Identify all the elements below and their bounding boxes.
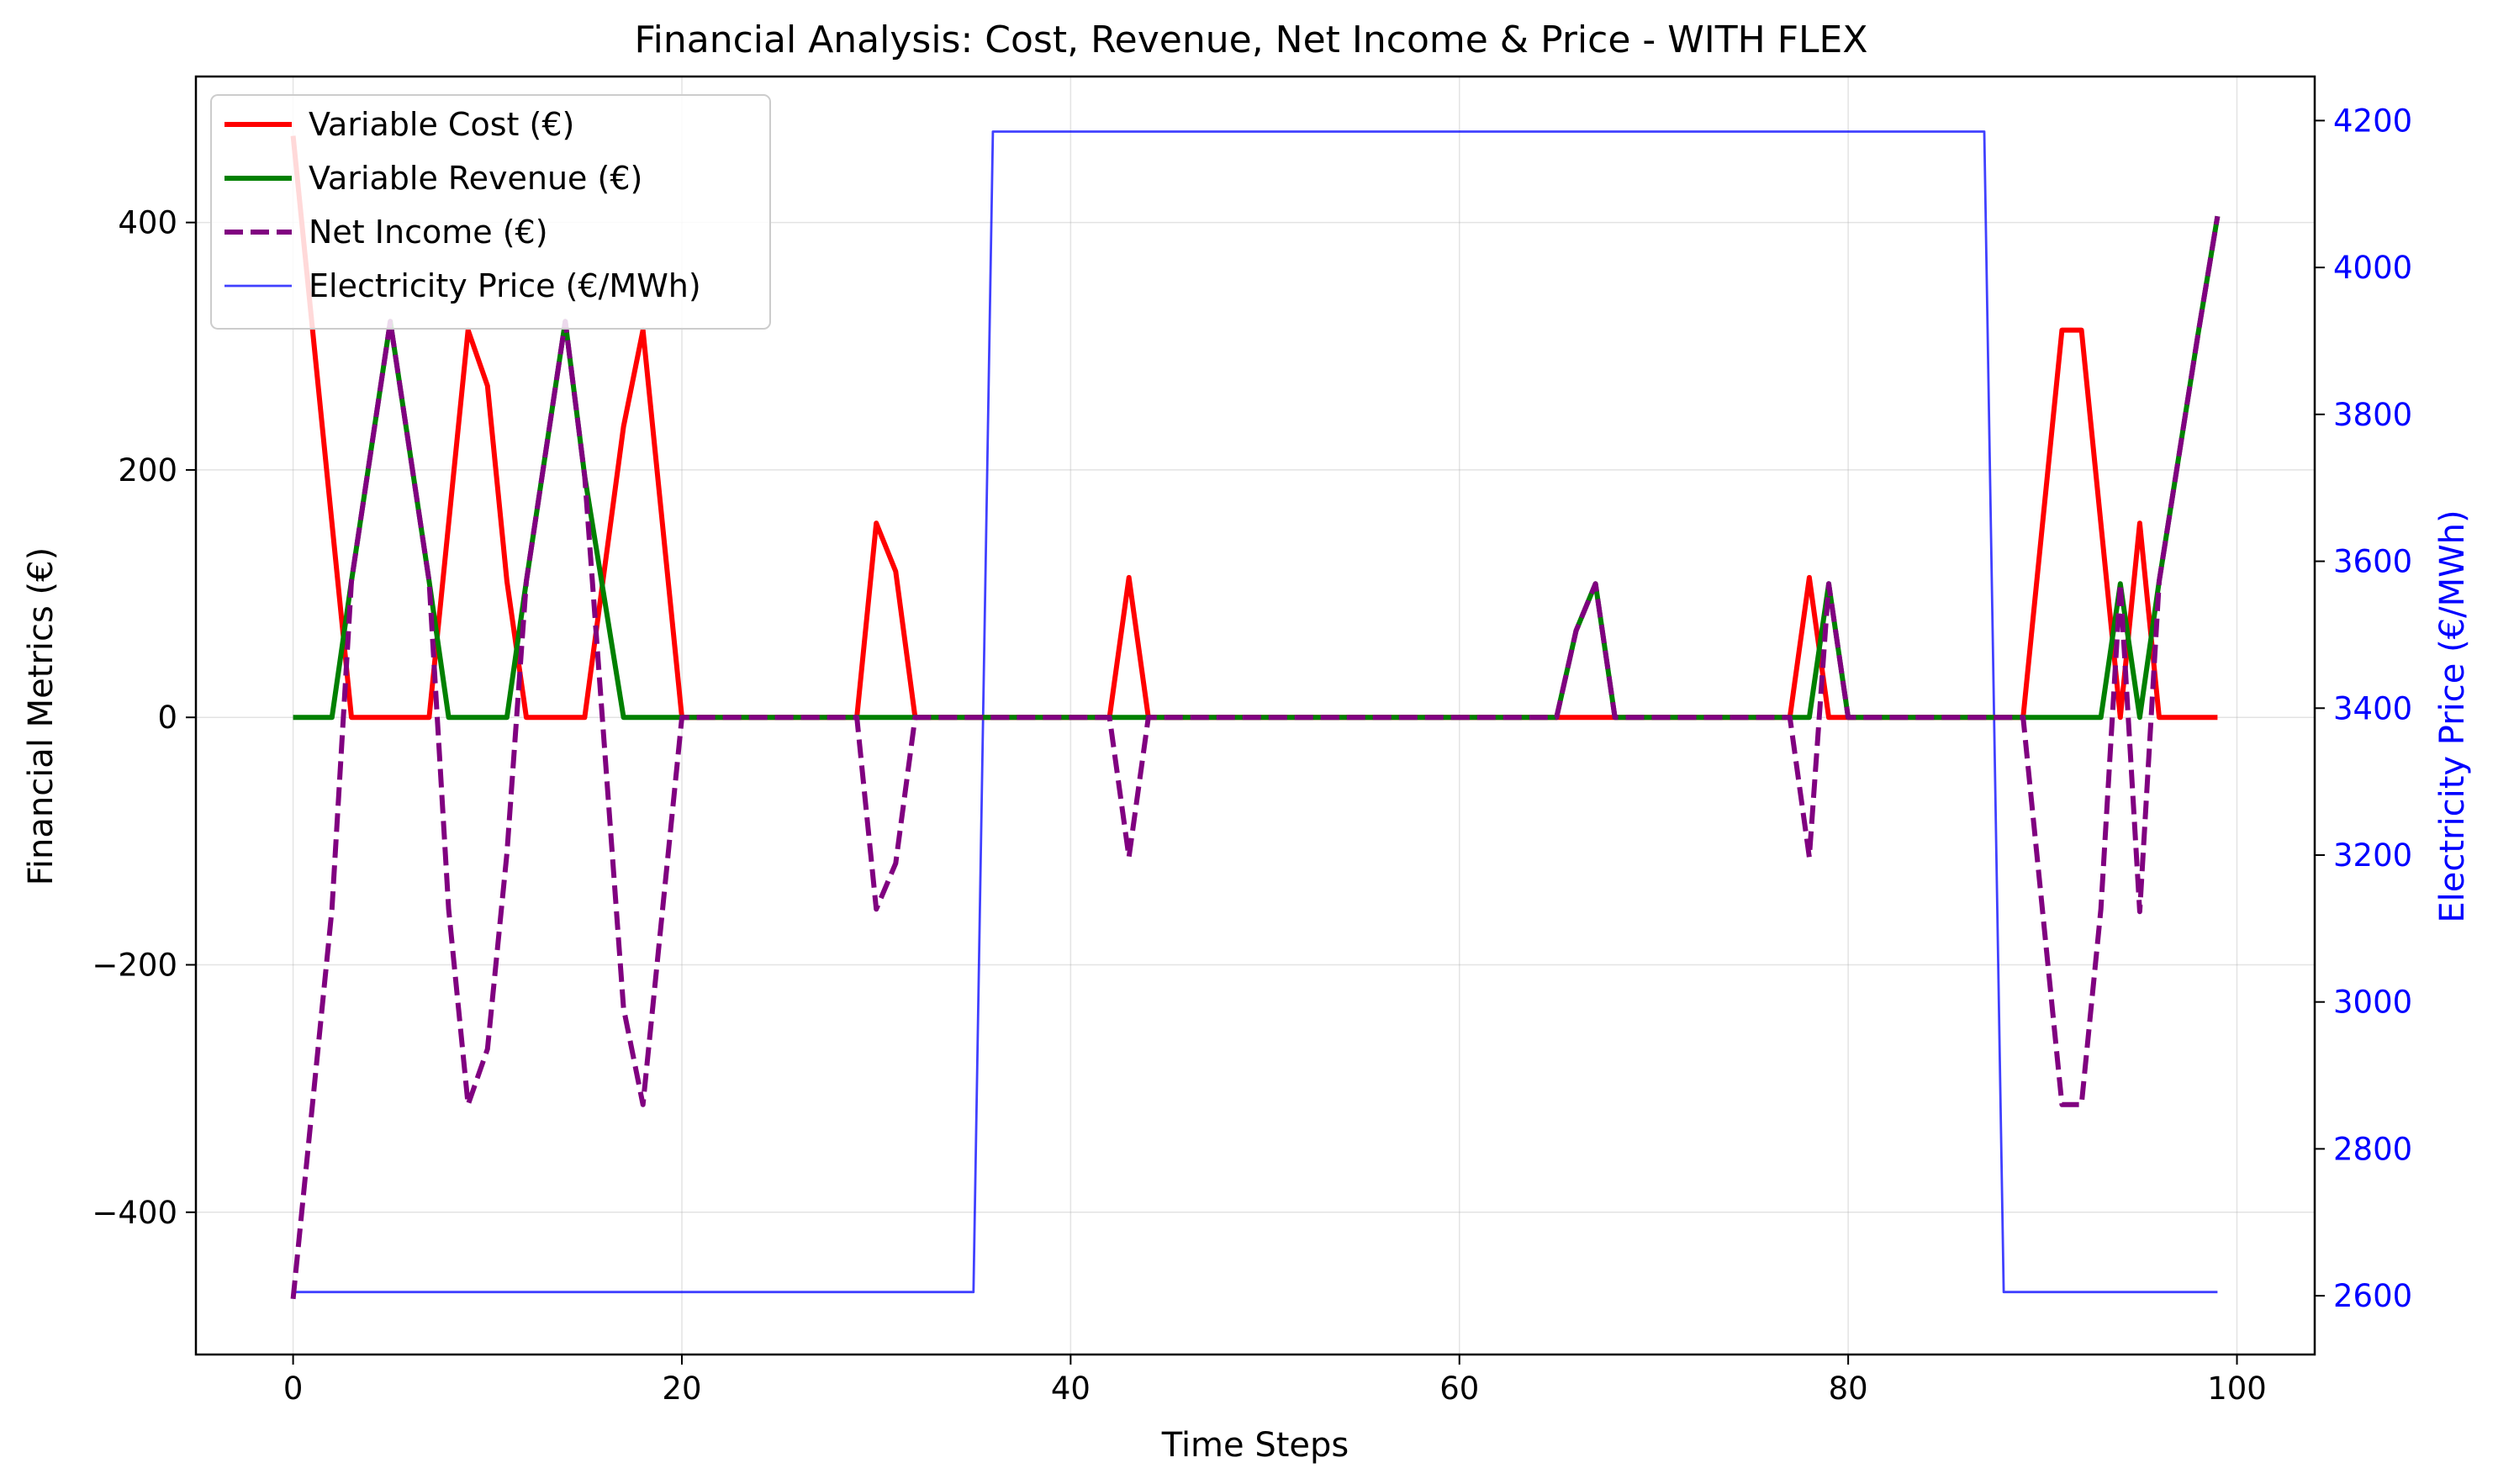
y-tick-label: −200 <box>92 947 177 983</box>
y-right-tick-label: 4200 <box>2333 103 2412 139</box>
x-tick-label: 40 <box>1051 1370 1091 1407</box>
chart-title: Financial Analysis: Cost, Revenue, Net I… <box>635 18 1868 61</box>
x-tick-label: 100 <box>2207 1370 2267 1407</box>
x-tick-label: 60 <box>1439 1370 1479 1407</box>
series-line-net-income <box>290 215 2221 1300</box>
x-tick-label: 20 <box>662 1370 701 1407</box>
plot-area <box>290 130 2221 1300</box>
y-right-tick-label: 4000 <box>2333 250 2412 286</box>
y-tick-label: 400 <box>118 205 177 241</box>
x-tick-label: 0 <box>283 1370 304 1407</box>
x-axis-title: Time Steps <box>1161 1426 1349 1465</box>
y-right-tick-label: 3800 <box>2333 397 2412 433</box>
series-line-variable-cost <box>290 135 2218 721</box>
y-right-tick-label: 3200 <box>2333 837 2412 874</box>
legend: Variable Cost (€) Variable Revenue (€) Net… <box>210 94 771 330</box>
series-line-electricity-price-mwh <box>293 130 2218 1294</box>
y-right-tick-label: 3000 <box>2333 985 2412 1021</box>
y-axis-right-title: Electricity Price (€/MWh) <box>2433 510 2472 922</box>
y-tick-label: −400 <box>92 1195 177 1231</box>
legend-label: Electricity Price (€/MWh) <box>309 267 701 304</box>
y-right-tick-label: 3400 <box>2333 690 2412 726</box>
axes: 0 20 40 60 80 100 −400 −200 0 200 400 2600 2800 3000 3… <box>92 103 2412 1407</box>
legend-label: Variable Cost (€) <box>309 106 574 143</box>
plot-frame <box>194 75 2316 1356</box>
legend-label: Variable Revenue (€) <box>309 160 642 197</box>
x-tick-label: 80 <box>1829 1370 1868 1407</box>
y-right-tick-label: 2800 <box>2333 1131 2412 1167</box>
y-axis-title: Financial Metrics (€) <box>22 547 61 885</box>
y-right-tick-label: 3600 <box>2333 544 2412 580</box>
y-right-tick-label: 2600 <box>2333 1278 2412 1314</box>
y-tick-label: 0 <box>157 700 177 736</box>
y-tick-label: 200 <box>118 452 177 489</box>
legend-box <box>210 94 771 330</box>
legend-label: Net Income (€) <box>309 214 548 251</box>
